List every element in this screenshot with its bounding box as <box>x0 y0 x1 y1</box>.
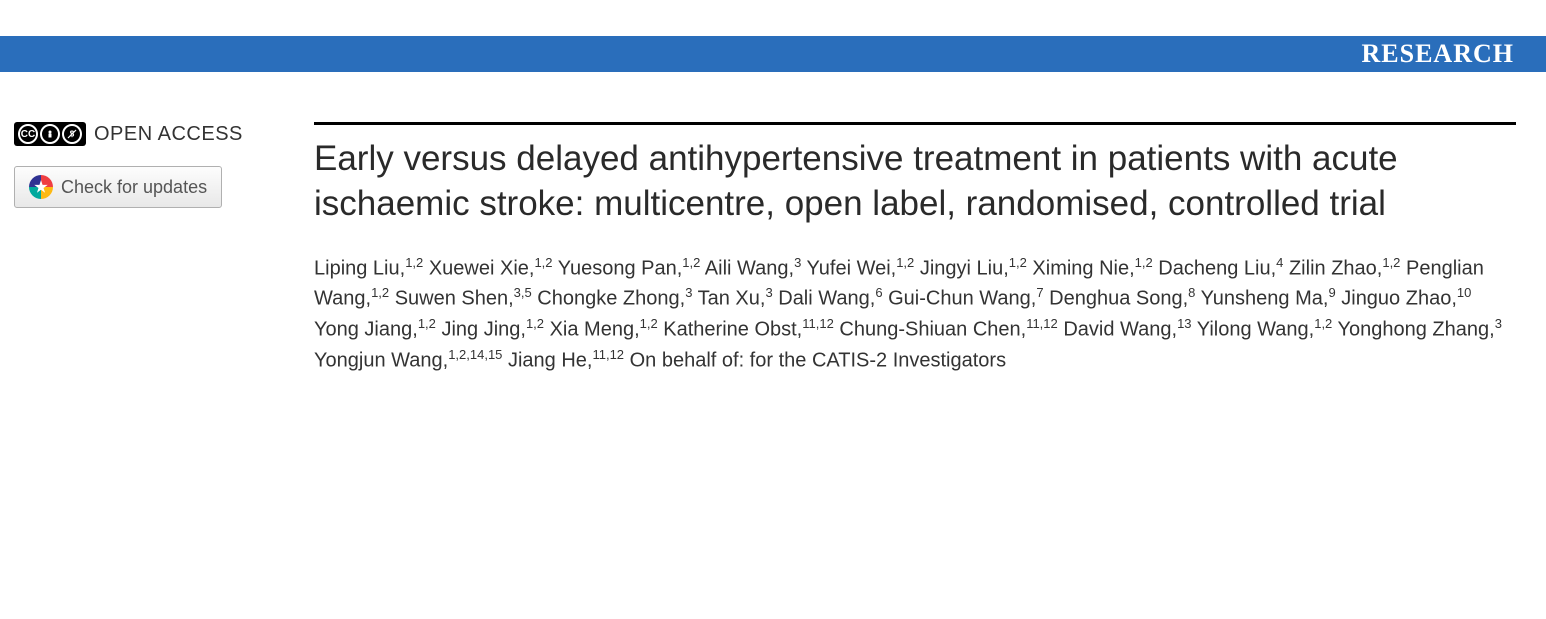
header-bar: RESEARCH <box>0 36 1546 72</box>
open-access-text: OPEN ACCESS <box>94 123 243 146</box>
crossmark-icon <box>29 175 53 199</box>
author-list: Liping Liu,1,2 Xuewei Xie,1,2 Yuesong Pa… <box>314 253 1516 376</box>
by-icon <box>40 124 60 144</box>
open-access-badge: CC $ OPEN ACCESS <box>14 122 294 146</box>
cc-icon: CC <box>18 124 38 144</box>
research-label: RESEARCH <box>1362 39 1514 69</box>
article-title: Early versus delayed antihypertensive tr… <box>314 137 1516 227</box>
check-for-updates-button[interactable]: Check for updates <box>14 166 222 208</box>
content-wrapper: CC $ OPEN ACCESS Check for updates Early… <box>0 72 1546 375</box>
nc-icon: $ <box>62 124 82 144</box>
main-content: Early versus delayed antihypertensive tr… <box>314 122 1516 375</box>
check-updates-label: Check for updates <box>61 177 207 198</box>
sidebar: CC $ OPEN ACCESS Check for updates <box>14 122 294 375</box>
cc-license-icon: CC $ <box>14 122 86 146</box>
